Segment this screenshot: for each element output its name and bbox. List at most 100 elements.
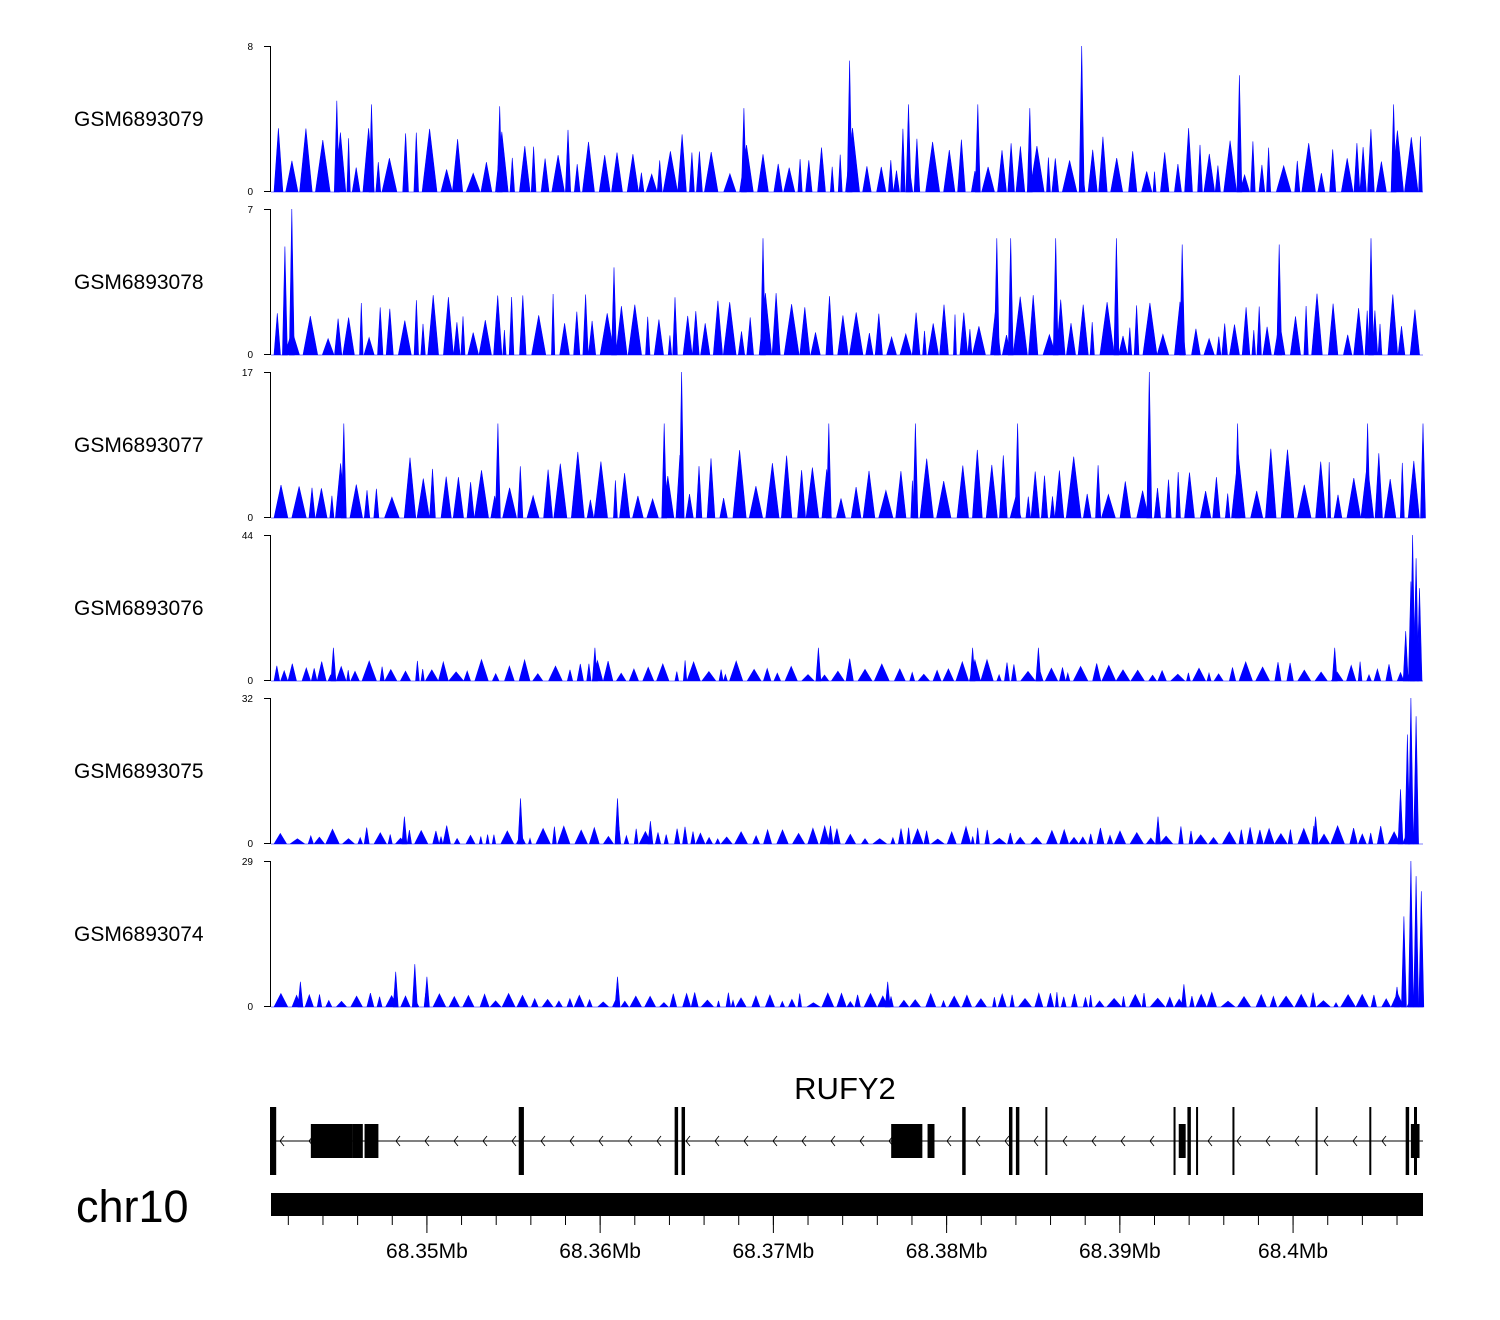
signal-peak (1113, 238, 1120, 356)
strand-arrow (975, 1135, 981, 1147)
track-GSM6893078: GSM6893078 7 0 (74, 205, 1423, 361)
signal-peak (517, 798, 524, 845)
strand-arrow (946, 1135, 952, 1147)
strand-arrow (1062, 1135, 1068, 1147)
signal-peak (678, 371, 685, 519)
signal-peak (846, 60, 853, 193)
signal-peak (1416, 588, 1423, 682)
exon-block (891, 1124, 923, 1158)
signal-peak (993, 238, 1000, 356)
track-label: GSM6893078 (74, 271, 204, 294)
track-GSM6893075: GSM6893075 32 0 (74, 694, 1423, 850)
signal-peak (825, 423, 832, 519)
strand-arrow (598, 1135, 604, 1147)
genomic-axis: 68.35Mb 68.36Mb 68.37Mb 68.38Mb 68.39Mb 68.4M… (287, 1216, 1398, 1263)
strand-arrow (1352, 1135, 1358, 1147)
signal-peak (1052, 238, 1059, 356)
signal-peak (1276, 244, 1283, 356)
strand-arrow (656, 1135, 662, 1147)
strand-arrow (1004, 1135, 1010, 1147)
gene-track: RUFY2 (270, 1071, 1423, 1175)
strand-arrow (1207, 1135, 1213, 1147)
signal-peak (969, 647, 976, 682)
signal-peak (1413, 558, 1419, 682)
track-label: GSM6893077 (74, 434, 204, 457)
signal-tracks: GSM689307980GSM689307870GSM6893077170GSM… (74, 42, 1426, 1013)
signal-peak (495, 423, 501, 519)
signal-peak (661, 423, 668, 519)
signal-peak (1368, 238, 1374, 356)
signal-peak (912, 423, 919, 519)
signal-peak (614, 976, 621, 1008)
signal-peak (1364, 423, 1371, 519)
track-label: GSM6893075 (74, 760, 204, 783)
gene-name-label: RUFY2 (794, 1071, 896, 1106)
strand-arrow (1265, 1135, 1271, 1147)
exon-block (1015, 1107, 1020, 1175)
track-GSM6893079: GSM6893079 8 0 (74, 42, 1423, 198)
strand-arrow (1120, 1135, 1126, 1147)
y-tick-label-max: 44 (242, 531, 254, 542)
signal-peak (1236, 75, 1243, 193)
signal-peak (368, 104, 375, 193)
signal-peak (614, 798, 621, 845)
exon-block (1178, 1124, 1186, 1158)
signal-peak (592, 647, 598, 682)
signal-peak (1413, 716, 1419, 845)
signal-peak (1394, 986, 1400, 1008)
strand-arrow (1149, 1135, 1155, 1147)
signal-area (271, 658, 1423, 682)
signal-peak (282, 246, 288, 356)
signal-peak (1312, 816, 1319, 845)
chromosome-label: chr10 (76, 1181, 189, 1232)
exon-block (1187, 1107, 1191, 1175)
signal-peak (1014, 423, 1021, 519)
exon-block (962, 1107, 966, 1175)
exon-block (674, 1107, 679, 1175)
signal-peak (905, 104, 912, 193)
strand-arrow (482, 1135, 488, 1147)
signal-peak (496, 106, 503, 193)
signal-peak (392, 971, 399, 1008)
y-tick-label-max: 32 (242, 694, 254, 705)
exon-block (364, 1124, 379, 1158)
signal-peak (297, 981, 304, 1008)
strand-arrow (714, 1135, 720, 1147)
signal-area (271, 127, 1423, 193)
track-GSM6893074: GSM6893074 29 0 (74, 857, 1425, 1013)
signal-peak (1420, 423, 1426, 519)
exon-block (1405, 1107, 1410, 1175)
signal-peak (1397, 789, 1404, 845)
signal-peak (401, 816, 408, 845)
strand-arrow (1236, 1135, 1242, 1147)
strand-arrow (685, 1135, 691, 1147)
signal-peak (1179, 244, 1186, 356)
strand-arrow (743, 1135, 749, 1147)
signal-peak (1331, 647, 1338, 682)
signal-peak (330, 647, 337, 682)
exon-block (352, 1124, 363, 1158)
signal-peak (884, 981, 891, 1008)
track-GSM6893076: GSM6893076 44 0 (74, 531, 1423, 687)
x-tick-label: 68.35Mb (386, 1240, 468, 1263)
signal-area (271, 448, 1423, 519)
exon-terminal (270, 1107, 273, 1175)
exon-block (1008, 1107, 1013, 1175)
strand-arrow (1323, 1135, 1329, 1147)
signal-peak (1234, 423, 1241, 519)
signal-peak (333, 100, 340, 193)
signal-peak (288, 208, 295, 356)
signal-peak (1402, 631, 1409, 682)
strand-arrow (1381, 1135, 1387, 1147)
exon-block (1045, 1107, 1048, 1175)
exon-block (310, 1124, 353, 1158)
chromosome-bar (271, 1193, 1423, 1216)
exon-block (1315, 1107, 1318, 1175)
x-tick-label: 68.37Mb (733, 1240, 815, 1263)
strand-arrow (424, 1135, 430, 1147)
strand-arrow (511, 1135, 517, 1147)
chromosome-track: chr10 (76, 1181, 1423, 1232)
signal-peak (815, 647, 822, 682)
signal-area (271, 293, 1423, 356)
signal-peak (827, 825, 834, 845)
